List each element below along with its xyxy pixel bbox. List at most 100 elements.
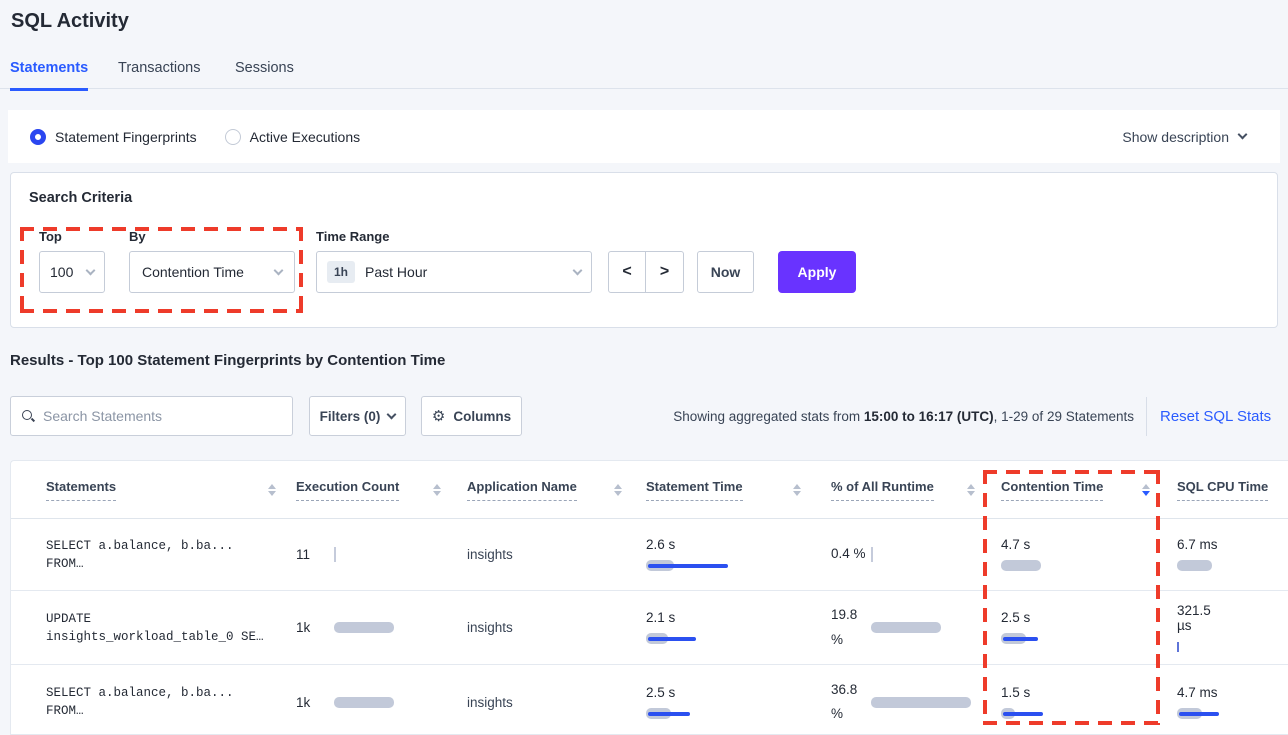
chevron-down-icon: [572, 265, 583, 275]
execution-count-cell: 11: [296, 519, 441, 590]
column-header-execution-count[interactable]: Execution Count: [296, 461, 441, 518]
time-range-select[interactable]: 1h Past Hour: [316, 251, 592, 293]
statement-time-cell: 2.1 s: [646, 591, 801, 664]
statement-line-1: SELECT a.balance, b.ba...: [46, 686, 234, 700]
application-name-value: insights: [467, 547, 513, 562]
contention-time-cell: 4.7 s: [1001, 519, 1150, 590]
radio-label: Statement Fingerprints: [55, 128, 197, 145]
column-header-sql-cpu-time[interactable]: SQL CPU Time: [1177, 461, 1287, 518]
gear-icon: ⚙: [431, 408, 446, 425]
tab-sessions[interactable]: Sessions: [235, 60, 294, 76]
column-label: % of All Runtime: [831, 479, 934, 501]
execution-count-bar: [334, 547, 336, 562]
pct-runtime-cell: 36.8 %: [831, 665, 975, 735]
search-icon: [21, 409, 35, 423]
contention-time-bar: [1001, 559, 1150, 572]
contention-time-cell: 2.5 s: [1001, 591, 1150, 664]
prev-time-range-button[interactable]: <: [608, 251, 646, 293]
column-header-statement-time[interactable]: Statement Time: [646, 461, 801, 518]
sort-icon-descending: [1142, 483, 1150, 496]
column-label: Application Name: [467, 479, 577, 501]
pct-runtime-bar: [871, 547, 873, 562]
sql-cpu-time-bar: [1177, 707, 1227, 720]
top-label: Top: [39, 229, 62, 244]
columns-button[interactable]: ⚙ Columns: [421, 396, 522, 436]
page-title: SQL Activity: [11, 10, 129, 32]
sql-cpu-time-value: 6.7 ms: [1177, 537, 1218, 552]
application-name-cell: insights: [467, 519, 622, 590]
statement-link[interactable]: UPDATE insights_workload_table_0 SE…: [46, 591, 276, 664]
column-header-contention-time[interactable]: Contention Time: [1001, 461, 1150, 518]
statement-link[interactable]: SELECT a.balance, b.ba... FROM…: [46, 519, 276, 590]
statement-link[interactable]: SELECT a.balance, b.ba... FROM…: [46, 665, 276, 735]
table-row: SELECT a.balance, b.ba... FROM… 11 insig…: [11, 519, 1288, 591]
table-row: SELECT a.balance, b.ba... FROM… 1k insig…: [11, 665, 1288, 735]
sort-icon: [268, 483, 276, 496]
reset-sql-stats-link[interactable]: Reset SQL Stats: [1160, 407, 1272, 425]
column-header-application-name[interactable]: Application Name: [467, 461, 622, 518]
search-criteria-title: Search Criteria: [29, 190, 133, 206]
statement-time-bar: [646, 559, 801, 572]
time-range-badge: 1h: [327, 261, 356, 283]
pct-runtime-value: 36.8 %: [831, 681, 858, 721]
top-select[interactable]: 100: [39, 251, 105, 293]
column-label: Execution Count: [296, 479, 400, 501]
radio-unselected-icon: [224, 128, 241, 145]
search-criteria-card: Search Criteria Top By Time Range 100 Co…: [10, 172, 1278, 328]
sql-cpu-time-value: 4.7 ms: [1177, 684, 1218, 700]
statement-time-cell: 2.5 s: [646, 665, 801, 735]
application-name-cell: insights: [467, 591, 622, 664]
statement-line-2: FROM…: [46, 556, 84, 571]
chevron-down-icon: [85, 265, 96, 275]
sort-icon: [967, 483, 975, 496]
show-description-toggle[interactable]: Show description: [1122, 110, 1248, 163]
statement-line-2: FROM…: [46, 704, 84, 718]
aggregated-stats-text: Showing aggregated stats from 15:00 to 1…: [673, 396, 1134, 436]
search-statements-input[interactable]: [43, 408, 282, 424]
next-time-range-button[interactable]: >: [646, 251, 684, 293]
time-range-value: Past Hour: [365, 264, 428, 280]
column-header-statements[interactable]: Statements: [46, 461, 276, 518]
contention-time-bar: [1001, 707, 1150, 720]
stats-prefix: Showing aggregated stats from: [673, 408, 864, 424]
application-name-cell: insights: [467, 665, 622, 735]
by-select[interactable]: Contention Time: [129, 251, 295, 293]
statement-time-bar: [646, 707, 801, 720]
table-header-row: Statements Execution Count Application N…: [11, 461, 1288, 519]
execution-count-cell: 1k: [296, 591, 441, 664]
apply-button[interactable]: Apply: [778, 251, 856, 293]
search-statements-box: [10, 396, 293, 436]
radio-statement-fingerprints[interactable]: Statement Fingerprints: [30, 128, 197, 145]
contention-time-bar: [1001, 632, 1150, 645]
sql-cpu-time-cell: 321.5 µs: [1177, 591, 1227, 664]
top-select-value: 100: [50, 264, 74, 280]
radio-active-executions[interactable]: Active Executions: [224, 128, 360, 145]
columns-label: Columns: [453, 408, 512, 424]
tab-statements[interactable]: Statements: [10, 60, 89, 91]
filters-button[interactable]: Filters (0): [309, 396, 406, 436]
execution-count-value: 1k: [296, 620, 311, 635]
pct-runtime-cell: 0.4 %: [831, 519, 975, 590]
sort-icon: [614, 483, 622, 496]
contention-time-cell: 1.5 s: [1001, 665, 1150, 735]
statements-table: Statements Execution Count Application N…: [10, 460, 1288, 735]
chevron-down-icon: [386, 409, 397, 419]
execution-count-bar: [334, 696, 394, 709]
by-select-value: Contention Time: [142, 264, 244, 280]
statement-time-value: 2.5 s: [646, 684, 676, 700]
now-button[interactable]: Now: [697, 251, 754, 293]
tab-transactions[interactable]: Transactions: [118, 60, 201, 76]
column-label: Statement Time: [646, 479, 743, 501]
stats-range: 15:00 to 16:17 (UTC): [863, 408, 994, 424]
contention-time-value: 1.5 s: [1001, 684, 1031, 700]
column-label: Statements: [46, 479, 117, 501]
column-header-pct-runtime[interactable]: % of All Runtime: [831, 461, 975, 518]
by-label: By: [129, 229, 146, 244]
pct-runtime-bar: [871, 696, 971, 709]
sort-icon: [793, 483, 801, 496]
filters-label: Filters (0): [319, 408, 381, 424]
sql-cpu-time-cell: 4.7 ms: [1177, 665, 1227, 735]
tab-bar: Statements Transactions Sessions: [0, 56, 1288, 91]
pct-runtime-value: 19.8 %: [831, 607, 858, 647]
